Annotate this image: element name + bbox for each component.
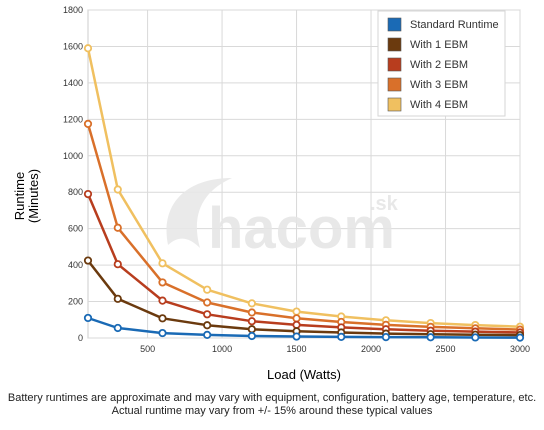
x-tick-label: 2000 xyxy=(361,344,381,354)
x-tick-label: 500 xyxy=(140,344,155,354)
x-tick-label: 2500 xyxy=(436,344,456,354)
watermark-suffix: .sk xyxy=(370,193,399,215)
data-point xyxy=(113,323,122,333)
data-point xyxy=(83,119,93,128)
data-point xyxy=(247,317,256,326)
data-point xyxy=(158,259,167,268)
legend: Standard Runtime With 1 EBM With 2 EBM With… xyxy=(377,10,506,117)
data-point xyxy=(337,332,346,342)
footnote-line-1: Battery runtimes are approximate and may… xyxy=(7,392,537,404)
data-point xyxy=(158,278,167,287)
watermark-swoosh-icon xyxy=(166,178,232,248)
y-tick-label: 1200 xyxy=(63,114,83,124)
data-point xyxy=(292,314,301,323)
legend-label: With 2 EBM xyxy=(410,59,468,71)
data-point xyxy=(292,320,301,329)
data-point xyxy=(158,328,167,338)
watermark-logo: hacom .sk xyxy=(166,178,399,261)
data-point xyxy=(515,333,525,342)
data-point xyxy=(381,332,391,342)
axis-tick-labels: 0 200 400 600 800 1000 1200 1400 1600 1800 500 1000… xyxy=(63,5,530,354)
data-point xyxy=(83,44,93,53)
y-tick-label: 1800 xyxy=(63,5,83,15)
footnote-line-2: Actual runtime may vary from +/- 15% aro… xyxy=(111,405,433,417)
series-1 xyxy=(83,256,525,340)
data-point xyxy=(113,185,122,194)
y-tick-label: 600 xyxy=(68,224,83,234)
y-tick-label: 0 xyxy=(78,333,83,343)
data-point xyxy=(247,325,256,334)
legend-label: Standard Runtime xyxy=(410,19,499,31)
data-point xyxy=(292,307,301,316)
x-axis-title: Load (Watts) xyxy=(267,367,341,382)
y-axis-title-line-2: (Minutes) xyxy=(26,169,41,223)
watermark-brand: hacom xyxy=(208,196,395,261)
y-tick-label: 1600 xyxy=(63,41,83,51)
data-point xyxy=(113,223,122,232)
legend-swatch xyxy=(387,97,402,112)
data-point xyxy=(113,260,122,269)
legend-label: With 3 EBM xyxy=(410,79,468,91)
data-point xyxy=(158,314,167,323)
y-tick-label: 200 xyxy=(68,297,83,307)
data-point xyxy=(247,299,256,308)
data-point xyxy=(113,294,122,303)
x-tick-label: 1500 xyxy=(287,344,307,354)
y-tick-label: 1400 xyxy=(63,78,83,88)
y-tick-label: 400 xyxy=(68,260,83,270)
data-point xyxy=(203,285,212,294)
data-point xyxy=(83,313,93,323)
y-axis-title-line-1: Runtime xyxy=(12,172,27,220)
footnote: Battery runtimes are approximate and may… xyxy=(0,392,544,418)
legend-swatch xyxy=(387,57,402,72)
series-3 xyxy=(83,119,525,334)
legend-swatch xyxy=(387,37,402,52)
x-tick-label: 3000 xyxy=(510,344,530,354)
data-point xyxy=(426,333,435,342)
data-point xyxy=(83,256,93,265)
x-tick-label: 1000 xyxy=(212,344,232,354)
y-tick-label: 1000 xyxy=(63,151,83,161)
data-point xyxy=(247,331,256,341)
legend-label: With 4 EBM xyxy=(410,99,468,111)
data-point xyxy=(158,296,167,305)
data-point xyxy=(203,330,212,340)
data-point xyxy=(203,310,212,319)
legend-swatch xyxy=(387,17,402,32)
data-point xyxy=(471,333,480,342)
data-point xyxy=(203,321,212,330)
data-point xyxy=(292,332,301,341)
data-point xyxy=(247,308,256,317)
y-tick-label: 800 xyxy=(68,187,83,197)
y-axis-title: Runtime (Minutes) xyxy=(12,169,41,223)
legend-swatch xyxy=(387,77,402,92)
series-lines xyxy=(83,44,525,342)
data-point xyxy=(83,189,93,199)
data-point xyxy=(203,298,212,307)
series-0 xyxy=(83,313,525,342)
legend-label: With 1 EBM xyxy=(410,39,468,51)
